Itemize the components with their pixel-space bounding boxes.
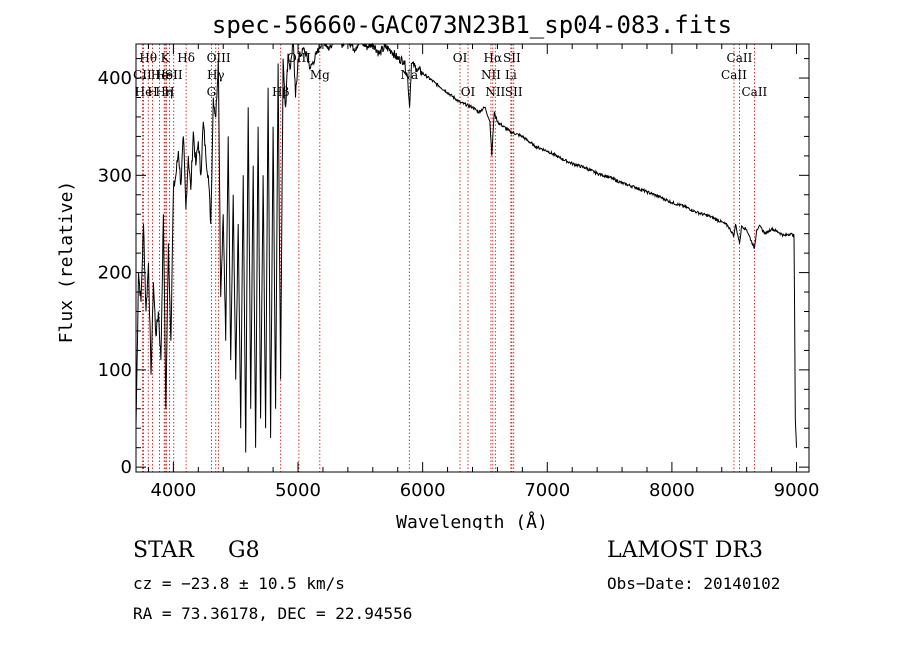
axis-ticks: 4000 5000 6000 7000 8000 9000 0 100 200 300 400 bbox=[98, 44, 820, 501]
y-tick-label-3: 300 bbox=[98, 165, 132, 186]
y-tick-label-0: 0 bbox=[121, 457, 132, 478]
marker-label-22: NII bbox=[485, 85, 505, 99]
x-tick-label-5: 9000 bbox=[774, 480, 820, 501]
marker-label-18: OI bbox=[453, 51, 468, 65]
marker-label-6: HeI bbox=[155, 68, 178, 82]
series-layer bbox=[135, 42, 797, 453]
axes bbox=[135, 43, 810, 473]
survey-name: LAMOST DR3 bbox=[607, 538, 763, 563]
x-tick-label-1: 5000 bbox=[275, 480, 321, 501]
marker-label-23: SII bbox=[503, 51, 521, 65]
marker-label-13: G bbox=[207, 85, 217, 99]
sky-coordinates: RA = 73.36178, DEC = 22.94556 bbox=[133, 604, 413, 623]
x-axis-label: Wavelength (Å) bbox=[396, 511, 548, 530]
marker-label-11: OIII bbox=[207, 51, 231, 65]
marker-label-28: CaII bbox=[741, 85, 767, 99]
plot-frame bbox=[135, 43, 810, 473]
marker-label-3: H bbox=[147, 85, 157, 99]
x-tick-label-3: 7000 bbox=[524, 480, 570, 501]
marker-label-16: Mg bbox=[310, 68, 330, 82]
x-tick-label-4: 8000 bbox=[649, 480, 695, 501]
object-subclass: G8 bbox=[228, 538, 260, 563]
emission-line-markers bbox=[141, 44, 755, 472]
marker-label-9: H bbox=[164, 85, 174, 99]
marker-label-25: SII bbox=[505, 85, 523, 99]
marker-label-26: CaII bbox=[727, 51, 753, 65]
marker-label-27: CaII bbox=[721, 68, 747, 82]
y-tick-label-1: 100 bbox=[98, 360, 132, 381]
object-class: STAR bbox=[133, 538, 194, 563]
spectrum-series bbox=[135, 42, 797, 453]
x-tick-label-2: 6000 bbox=[400, 480, 446, 501]
marker-label-1: CII bbox=[133, 68, 152, 82]
marker-label-0: Hθ bbox=[139, 51, 157, 65]
x-tick-label-0: 4000 bbox=[150, 480, 196, 501]
marker-label-5: K bbox=[161, 51, 171, 65]
marker-label-4: He bbox=[151, 68, 169, 82]
observation-date: Obs−Date: 20140102 bbox=[607, 574, 781, 593]
marker-label-8: Hη bbox=[155, 85, 173, 99]
marker-label-10: Hδ bbox=[177, 51, 195, 65]
marker-label-15: OIII bbox=[287, 51, 311, 65]
marker-label-24: Li bbox=[505, 68, 517, 82]
marker-label-7: SII bbox=[165, 68, 183, 82]
marker-label-21: NII bbox=[481, 68, 501, 82]
redshift-cz: cz = −23.8 ± 10.5 km/s bbox=[133, 574, 345, 593]
marker-label-17: Na bbox=[400, 68, 418, 82]
marker-label-19: OI bbox=[461, 85, 476, 99]
spectrum-chart: 4000 5000 6000 7000 8000 9000 0 100 200 300 400 Hθ… bbox=[56, 11, 820, 530]
y-tick-label-2: 200 bbox=[98, 263, 132, 284]
object-classification: STAR G8 bbox=[133, 538, 260, 563]
chart-title: spec-56660-GAC073N23B1_sp04-083.fits bbox=[212, 11, 732, 39]
marker-label-12: Hγ bbox=[207, 68, 225, 82]
marker-label-2: He bbox=[135, 85, 153, 99]
marker-label-14: Hβ bbox=[272, 85, 289, 99]
y-tick-label-4: 400 bbox=[98, 68, 132, 89]
marker-label-20: Hα bbox=[484, 51, 503, 65]
y-axis-label: Flux (relative) bbox=[56, 181, 77, 344]
